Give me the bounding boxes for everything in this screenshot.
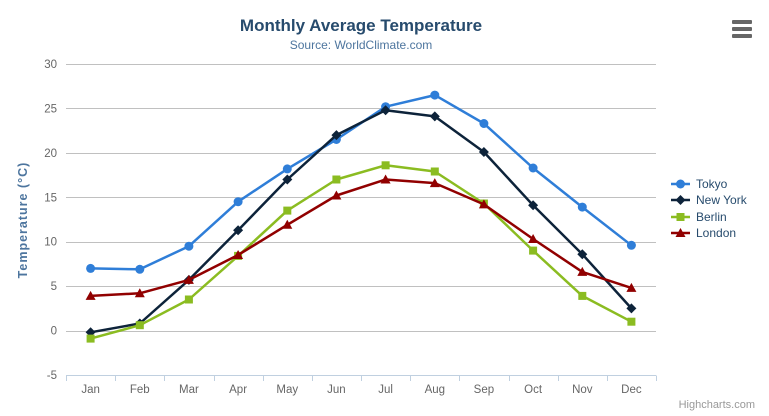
data-point-marker[interactable] [626, 282, 637, 292]
data-point-marker[interactable] [233, 250, 244, 259]
chart-subtitle: Source: WorldClimate.com [289, 38, 433, 52]
series-line [89, 178, 633, 298]
data-point-marker[interactable] [626, 240, 636, 250]
x-axis-tick-label: Dec [621, 384, 642, 396]
series-new-york [85, 105, 637, 338]
x-axis-tick-label: Jul [378, 384, 393, 396]
hamburger-menu-icon [732, 27, 752, 31]
data-point-marker[interactable] [627, 317, 636, 326]
x-axis-tick-label: Sep [474, 384, 494, 396]
y-axis-tick-label: 15 [44, 192, 57, 204]
y-axis-tick-label: 30 [44, 59, 57, 71]
data-point-marker[interactable] [381, 161, 390, 170]
series-london [85, 174, 637, 300]
data-point-marker[interactable] [529, 246, 538, 255]
data-point-marker[interactable] [283, 206, 292, 215]
legend: Tokyo New York Berlin London [670, 174, 747, 243]
data-point-marker[interactable] [478, 147, 489, 157]
data-point-marker[interactable] [134, 288, 145, 298]
y-axis-tick-label: 0 [51, 326, 57, 338]
x-axis-tick-label: Apr [229, 384, 247, 396]
series-tokyo [86, 90, 636, 274]
hamburger-menu-icon [732, 34, 752, 38]
legend-label: Berlin [696, 209, 727, 224]
data-point-marker[interactable] [577, 249, 588, 260]
export-menu-button[interactable] [732, 20, 754, 38]
y-axis-tick-label: -5 [47, 370, 57, 382]
data-point-marker[interactable] [429, 111, 440, 122]
legend-item-new-york[interactable]: New York [670, 193, 747, 207]
data-point-marker[interactable] [331, 130, 342, 141]
legend-label: New York [696, 193, 747, 207]
legend-item-berlin[interactable]: Berlin [670, 210, 747, 224]
data-point-marker[interactable] [577, 202, 587, 212]
legend-item-tokyo[interactable]: Tokyo [670, 177, 747, 191]
data-point-marker[interactable] [380, 105, 391, 116]
data-point-marker[interactable] [528, 200, 539, 211]
y-axis-title: Temperature (°C) [16, 162, 30, 279]
data-point-marker[interactable] [478, 199, 489, 209]
series-berlin [86, 161, 636, 343]
data-point-marker[interactable] [184, 295, 193, 304]
legend-symbol-marker [675, 195, 686, 205]
series-line [89, 108, 633, 334]
y-axis-tick-label: 5 [51, 281, 57, 293]
x-axis-tick-label: Jan [81, 384, 100, 396]
chart-title: Monthly Average Temperature [239, 16, 483, 35]
data-point-marker[interactable] [578, 291, 587, 300]
x-axis-tick-label: Oct [524, 384, 543, 396]
legend-label: Tokyo [696, 176, 728, 191]
y-axis-tick-label: 10 [44, 237, 57, 249]
data-point-marker[interactable] [135, 264, 145, 274]
legend-symbol-marker [675, 228, 686, 237]
y-axis-tick-label: 20 [44, 148, 57, 160]
legend-marker-icon [671, 195, 690, 205]
series-line [89, 93, 633, 271]
data-point-marker[interactable] [282, 174, 293, 185]
data-point-marker[interactable] [479, 119, 489, 128]
x-axis-tick-label: May [276, 384, 298, 396]
data-point-marker[interactable] [282, 219, 293, 229]
data-point-marker[interactable] [577, 266, 588, 276]
x-axis-tick-label: Mar [179, 384, 199, 396]
data-point-marker[interactable] [332, 175, 341, 184]
data-point-marker[interactable] [233, 197, 243, 207]
data-point-marker[interactable] [430, 167, 439, 176]
y-axis-tick-label: 25 [44, 103, 57, 115]
data-point-marker[interactable] [430, 90, 440, 100]
legend-marker-icon [671, 212, 690, 221]
legend-item-london[interactable]: London [670, 226, 747, 240]
hamburger-menu-icon [732, 20, 752, 24]
legend-label: London [696, 226, 737, 240]
highcharts-credit-link[interactable]: Highcharts.com [678, 399, 755, 411]
x-axis-tick-label: Aug [425, 384, 445, 396]
data-point-marker[interactable] [184, 241, 194, 251]
data-point-marker[interactable] [86, 334, 95, 343]
data-point-marker[interactable] [331, 190, 342, 200]
data-point-marker[interactable] [183, 274, 194, 284]
x-axis-tick-label: Feb [130, 384, 150, 396]
data-point-marker[interactable] [135, 321, 144, 330]
data-point-marker[interactable] [626, 303, 637, 314]
data-point-marker[interactable] [528, 163, 538, 173]
legend-marker-icon [671, 228, 690, 237]
data-point-marker[interactable] [233, 225, 244, 236]
data-point-marker[interactable] [86, 263, 96, 273]
legend-symbol-marker [676, 212, 685, 221]
data-point-marker[interactable] [85, 290, 96, 300]
legend-symbol-marker [676, 179, 685, 188]
data-point-marker[interactable] [380, 174, 391, 184]
x-axis-tick-label: Nov [572, 384, 593, 396]
data-point-marker[interactable] [429, 178, 440, 188]
data-point-marker[interactable] [528, 234, 539, 243]
series-line [89, 164, 633, 340]
legend-marker-icon [671, 179, 690, 188]
data-point-marker[interactable] [282, 164, 292, 174]
x-axis-tick-label: Jun [327, 384, 346, 396]
